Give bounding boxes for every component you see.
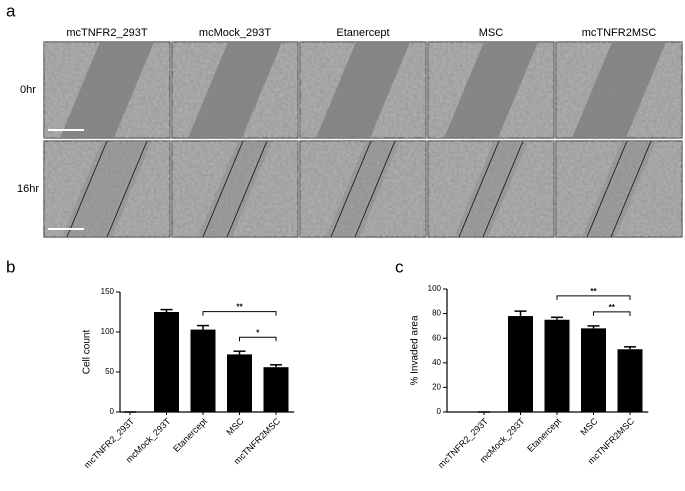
y-axis-label: Cell count [82, 330, 93, 375]
significance-label: * [256, 328, 260, 337]
wound-edge [226, 140, 268, 238]
panel-label: c [395, 257, 404, 276]
bar [581, 328, 606, 412]
wound-gap [444, 42, 538, 138]
x-tick-label: Etanercept [171, 416, 209, 454]
x-tick-label: MSC [578, 416, 600, 438]
wound-edge [458, 140, 500, 238]
significance-bracket [556, 295, 631, 300]
bar [227, 354, 252, 412]
panel-label: b [6, 257, 15, 276]
wound-edge [586, 140, 628, 238]
y-tick-label: 150 [101, 287, 115, 296]
panel-label: a [6, 1, 16, 20]
column-header: mcMock_293T [199, 27, 271, 39]
column-header: Etanercept [336, 27, 389, 39]
micrograph-texture [172, 141, 298, 237]
wound-gap [316, 42, 410, 138]
significance-label: ** [609, 303, 616, 312]
micrograph-texture [428, 141, 554, 237]
row-label: 16hr [17, 183, 39, 195]
wound-edge [66, 140, 108, 238]
wound-edge [354, 140, 396, 238]
wound-gap [198, 141, 272, 237]
bar [190, 329, 216, 412]
wound-gap [582, 141, 656, 237]
y-tick-label: 80 [432, 309, 441, 318]
y-tick-label: 50 [105, 367, 114, 376]
significance-bracket [202, 311, 277, 316]
wound-edge [610, 140, 652, 238]
significance-bracket [239, 336, 277, 342]
bar [508, 316, 533, 412]
row-label: 0hr [20, 84, 36, 96]
significance-label: ** [236, 303, 243, 312]
column-header: mcTNFR2_293T [66, 27, 148, 39]
wound-gap [188, 42, 282, 138]
y-tick-label: 0 [437, 407, 442, 416]
wound-edge [330, 140, 372, 238]
micrograph-texture [556, 141, 682, 237]
micrograph-texture [44, 141, 170, 237]
bar [617, 349, 643, 412]
bar [263, 367, 289, 412]
wound-gap [60, 42, 154, 138]
y-tick-label: 100 [428, 284, 442, 293]
wound-gap [62, 141, 152, 237]
wound-edge [482, 140, 524, 238]
y-tick-label: 60 [432, 333, 441, 342]
micrograph-texture [300, 141, 426, 237]
column-header: MSC [479, 27, 504, 39]
y-axis-label: % Invaded area [410, 315, 421, 385]
wound-edge [202, 140, 244, 238]
y-tick-label: 40 [432, 358, 441, 367]
y-tick-label: 20 [432, 383, 441, 392]
significance-bracket [593, 311, 631, 316]
x-tick-label: MSC [224, 416, 246, 438]
y-tick-label: 0 [110, 407, 115, 416]
bar [544, 319, 570, 412]
y-tick-label: 100 [101, 327, 115, 336]
x-tick-label: Etanercept [525, 416, 563, 454]
wound-gap [326, 141, 400, 237]
significance-label: ** [590, 287, 597, 296]
wound-gap [454, 141, 528, 237]
bar [154, 312, 179, 412]
column-header: mcTNFR2MSC [582, 27, 657, 39]
wound-edge [106, 140, 148, 238]
wound-gap [572, 42, 666, 138]
image-grid: mcTNFR2_293T mcMock_293T Etanercept MSC mcTN… [17, 27, 683, 238]
